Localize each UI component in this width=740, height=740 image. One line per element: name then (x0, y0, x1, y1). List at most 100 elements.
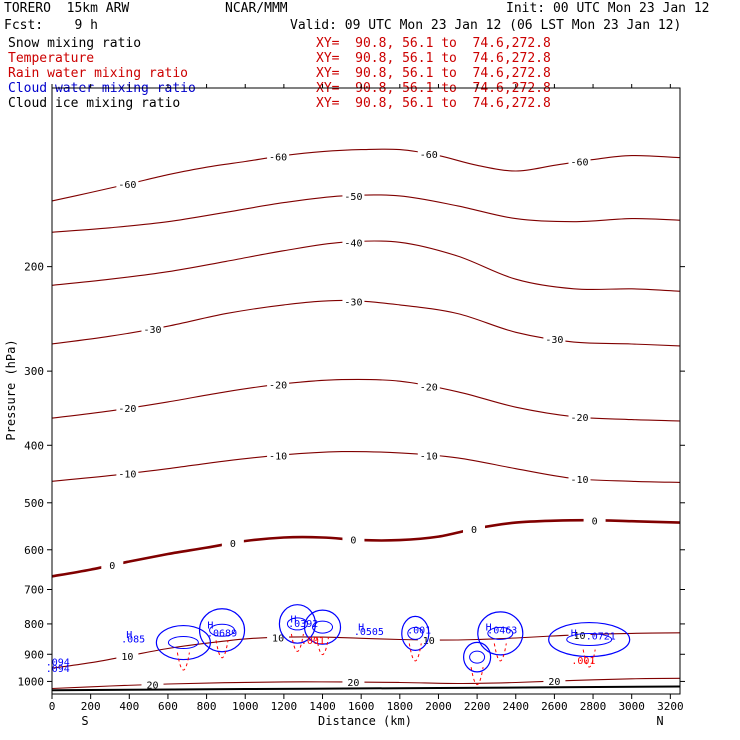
temperature-contour-label: -60 (570, 158, 588, 169)
field-name: Temperature (8, 51, 95, 66)
temperature-contour-label: -20 (420, 383, 438, 394)
temperature-contour (51, 240, 681, 292)
temperature-contour-label: -60 (420, 150, 438, 161)
cloud-water-contour (463, 641, 492, 673)
rain-label: .001 (301, 636, 325, 647)
temperature-contour-label: 0 (471, 525, 477, 536)
contour-label-bg (463, 522, 486, 534)
contour-label-bg (417, 380, 440, 392)
contour-label-bg (116, 650, 139, 662)
x-axis-title: Distance (km) (318, 714, 412, 728)
cloud-water-label: .0505 (354, 627, 384, 638)
cloud-water-label: .094 (46, 664, 70, 675)
cloud-water-contour (286, 617, 308, 631)
high-marker: H (207, 621, 213, 632)
field-xy: XY= 90.8, 56.1 to 74.6,272.8 (316, 96, 551, 111)
y-tick-label: 200 (24, 261, 44, 274)
cloud-water-contour (548, 621, 631, 658)
contour-label-bg (116, 402, 139, 414)
y-tick-label: 600 (24, 544, 44, 557)
field-xy: XY= 90.8, 56.1 to 74.6,272.8 (316, 51, 551, 66)
temperature-contour (51, 148, 681, 202)
contour-label-bg (116, 178, 139, 190)
temperature-contour-label: -20 (118, 404, 136, 415)
valid-time: Valid: 09 UTC Mon 23 Jan 12 (06 LST Mon … (290, 18, 682, 33)
contour-label-bg (543, 332, 566, 344)
x-tick-label: 2400 (503, 700, 530, 713)
y-tick-label: 400 (24, 439, 44, 452)
contour-label-bg (417, 449, 440, 461)
forecast-hour: Fcst: 9 h (4, 18, 98, 33)
temperature-contour-label: 20 (548, 677, 560, 688)
temperature-contour-label: -10 (118, 470, 136, 481)
x-tick-label: 1200 (271, 700, 298, 713)
x-tick-label: 400 (119, 700, 139, 713)
cloud-water-contour (209, 623, 236, 637)
y-tick-label: 500 (24, 497, 44, 510)
x-tick-label: 2600 (541, 700, 568, 713)
temperature-contour-label: 10 (423, 636, 435, 647)
high-marker: H (358, 622, 364, 633)
temperature-contour-label: -60 (269, 153, 287, 164)
temperature-contour-label: 0 (350, 536, 356, 547)
cloud-water-label: .001 (407, 625, 431, 636)
contour-label-bg (267, 449, 290, 461)
temperature-contour-label: 20 (146, 681, 158, 692)
temperature-contour-label: 10 (272, 633, 284, 644)
contour-label-bg (141, 678, 164, 690)
cloud-water-contour (469, 650, 486, 664)
field-name: Cloud ice mixing ratio (8, 96, 181, 111)
contour-label-bg (417, 633, 440, 645)
init-time: Init: 00 UTC Mon 23 Jan 12 (506, 1, 710, 16)
contour-label-bg (141, 322, 164, 334)
contour-label-bg (342, 189, 365, 201)
rain-contour (176, 652, 190, 671)
temperature-contour-label: -30 (545, 335, 563, 346)
x-tick-label: 1600 (348, 700, 375, 713)
cloud-water-contour (477, 611, 524, 656)
y-axis-title: Pressure (hPa) (4, 339, 18, 440)
field-name: Rain water mixing ratio (8, 66, 189, 81)
cloud-water-contour (155, 624, 211, 661)
cloud-water-label: .0689 (207, 628, 237, 639)
x-tick-label: 2800 (580, 700, 607, 713)
cloud-water-contour (407, 626, 424, 640)
high-marker: H (571, 628, 577, 639)
temperature-contour-label: 10 (573, 631, 585, 642)
y-tick-label: 300 (24, 365, 44, 378)
x-axis-end-label: N (656, 714, 663, 728)
temperature-contour-label: 0 (592, 516, 598, 527)
x-tick-label: 0 (49, 700, 56, 713)
temperature-contour-label: -40 (344, 238, 362, 249)
temperature-contour-label: -30 (344, 297, 362, 308)
contour-label-bg (417, 148, 440, 160)
high-marker: H (486, 622, 492, 633)
cloud-water-contour (278, 604, 317, 644)
model-title: TORERO 15km ARW (4, 1, 130, 16)
rain-contour (290, 633, 304, 652)
temperature-contour-label: -60 (118, 180, 136, 191)
x-tick-label: 2000 (425, 700, 452, 713)
field-xy: XY= 90.8, 56.1 to 74.6,272.8 (316, 66, 551, 81)
y-tick-label: 1000 (18, 675, 45, 688)
axes: 0 200 400 600 800 1000 1200 1400 1600 1800 2000 220… (18, 84, 685, 713)
x-tick-label: 3200 (657, 700, 684, 713)
cloud-water-label: .0721 (586, 632, 616, 643)
temperature-contour (51, 518, 681, 578)
x-tick-label: 600 (158, 700, 178, 713)
contour-label-bg (568, 155, 591, 167)
temperature-contour-label: 0 (230, 539, 236, 550)
temperature-contour-label: -20 (570, 413, 588, 424)
x-tick-label: 1800 (387, 700, 414, 713)
rain-contour (408, 643, 422, 662)
field-name: Snow mixing ratio (8, 36, 142, 51)
temperature-contour-label: -10 (269, 451, 287, 462)
high-marker: H (291, 614, 297, 625)
x-tick-label: 800 (197, 700, 217, 713)
y-tick-label: 900 (24, 648, 44, 661)
rain-contour (582, 649, 596, 668)
org-label: NCAR/MMM (225, 1, 288, 16)
temperature-contour-label: -20 (269, 381, 287, 392)
plot-frame (51, 87, 681, 695)
temperature-contour (51, 194, 681, 233)
